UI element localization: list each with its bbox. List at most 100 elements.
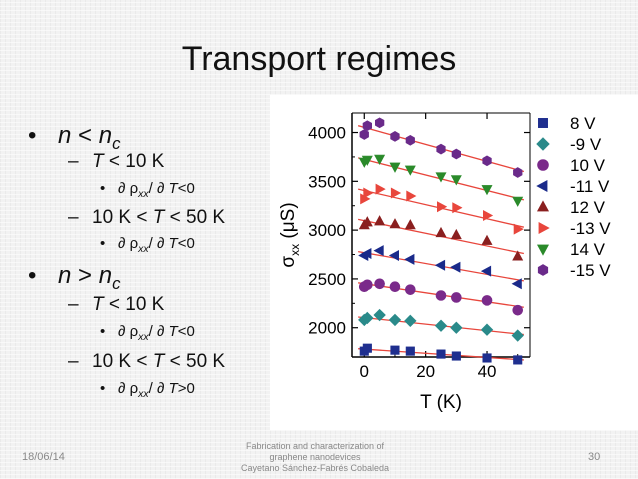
bullet-text-part: 10 K < <box>92 351 153 372</box>
legend-marker <box>536 200 550 212</box>
x-axis-label: T (K) <box>420 392 462 413</box>
data-point <box>512 304 524 316</box>
bullet-text-part: <0 <box>177 180 195 197</box>
slide-title: Transport regimes <box>181 40 457 78</box>
bullet-text-part: xx <box>138 331 149 343</box>
data-point <box>435 290 447 301</box>
bullet-text-part: >0 <box>177 380 195 397</box>
legend-marker <box>538 118 548 128</box>
data-point <box>362 120 372 132</box>
bullet-text: 10 K < T < 50 K <box>92 207 225 229</box>
data-point <box>390 131 400 142</box>
bullet-text-part: n <box>58 262 72 289</box>
chart-panel: 2000 2500 3000 3500 4000 0 20 40 T (K) σxx (μS) 8 … <box>270 95 638 430</box>
bullet-text-part: > <box>71 262 99 289</box>
bullet-text-part: T <box>152 351 165 372</box>
legend-marker <box>537 264 549 276</box>
bullet-text-part: n <box>98 262 113 289</box>
bullet-text-part: T <box>92 294 104 315</box>
data-point <box>405 284 416 295</box>
legend-label: -11 V <box>570 177 610 196</box>
scatter-chart: 2000 2500 3000 3500 4000 0 20 40 T (K) σxx (μS) 8 … <box>278 112 611 413</box>
bullet-text-part: T <box>168 180 178 197</box>
data-point <box>406 190 417 202</box>
data-point <box>481 295 493 306</box>
bullet-text-part: T <box>168 380 178 397</box>
data-point <box>388 249 399 262</box>
data-point <box>389 218 401 229</box>
bullet-text: ∂ ρxx/ ∂ T<0 <box>118 180 195 200</box>
data-point <box>450 175 462 186</box>
data-point <box>511 329 524 342</box>
bullet-marker: • <box>100 380 106 397</box>
data-point <box>436 349 446 359</box>
data-point <box>513 167 523 178</box>
bullet-text-part: xx <box>138 388 149 400</box>
bullet-marker: – <box>68 294 79 315</box>
data-point <box>482 353 492 363</box>
data-point <box>361 311 374 325</box>
footer-credit: Fabrication and characterization of grap… <box>210 441 420 474</box>
bullet-text-part: / ∂ <box>148 235 169 252</box>
bullet-text-part: <0 <box>177 323 195 340</box>
data-point <box>451 351 461 361</box>
data-point <box>404 253 415 265</box>
y-axis-label: σxx (μS) <box>278 202 302 267</box>
data-point <box>480 265 492 277</box>
bullet-text-part: n <box>58 122 72 149</box>
legend-marker <box>536 137 550 151</box>
y-tick-label: 4000 <box>308 124 346 143</box>
data-point <box>481 234 493 245</box>
bullet-text-part: xx <box>138 188 149 200</box>
y-tick-label: 2000 <box>308 319 346 338</box>
bullet-text-part: ∂ ρ <box>118 180 139 197</box>
footer-credit-line: Cayetano Sánchez-Fabrés Cobaleda <box>240 463 390 473</box>
bullet-text-part: < 50 K <box>164 207 226 228</box>
data-point <box>435 172 447 183</box>
data-point <box>482 155 492 167</box>
bullet-text-part: T <box>168 323 178 340</box>
legend-label: -9 V <box>570 135 602 154</box>
data-point <box>374 215 386 226</box>
y-tick-label: 3000 <box>308 221 346 240</box>
data-point <box>511 278 522 290</box>
data-point <box>390 187 402 199</box>
bullet-marker: – <box>68 207 79 228</box>
legend-marker <box>537 159 549 171</box>
bullet-text-part: / ∂ <box>148 380 169 397</box>
data-point <box>389 281 401 293</box>
y-tick-label: 3500 <box>308 172 346 191</box>
data-point <box>388 313 402 327</box>
data-point <box>434 259 446 271</box>
bullet-text: ∂ ρxx/ ∂ T<0 <box>118 323 195 343</box>
y-tick-label: 2500 <box>308 270 346 289</box>
data-point <box>512 196 524 207</box>
data-point <box>450 228 462 240</box>
bullet-text-part: ∂ ρ <box>118 380 139 397</box>
data-point <box>374 278 385 290</box>
data-point <box>375 117 385 129</box>
bullet-marker: • <box>100 235 106 252</box>
data-point <box>362 279 373 291</box>
data-point <box>405 346 415 356</box>
data-point <box>513 355 523 365</box>
data-point <box>362 343 372 353</box>
data-point <box>436 143 446 155</box>
bullet-text: T < 10 K <box>92 151 164 173</box>
data-point <box>512 250 524 261</box>
bullet-marker: – <box>68 351 79 372</box>
bullet-marker: • <box>28 122 37 149</box>
legend-label: 14 V <box>570 240 606 259</box>
data-point <box>434 319 448 332</box>
data-point <box>390 345 400 355</box>
bullet-text-part: < <box>71 122 99 149</box>
bullet-text: 10 K < T < 50 K <box>92 351 225 373</box>
bullet-text-part: c <box>112 133 121 153</box>
bullet-text: ∂ ρxx/ ∂ T<0 <box>118 235 195 255</box>
legend-label: 8 V <box>570 114 596 133</box>
footer-credit-line: graphene nanodevices <box>269 452 361 462</box>
bullet-text-part: < 50 K <box>164 351 226 372</box>
bullet-text: ∂ ρxx/ ∂ T>0 <box>118 380 195 400</box>
data-point <box>375 183 386 195</box>
bullet-list: • n < nc – T < 10 K • ∂ ρxx/ ∂ T<0–10 K < T <… <box>0 0 280 440</box>
